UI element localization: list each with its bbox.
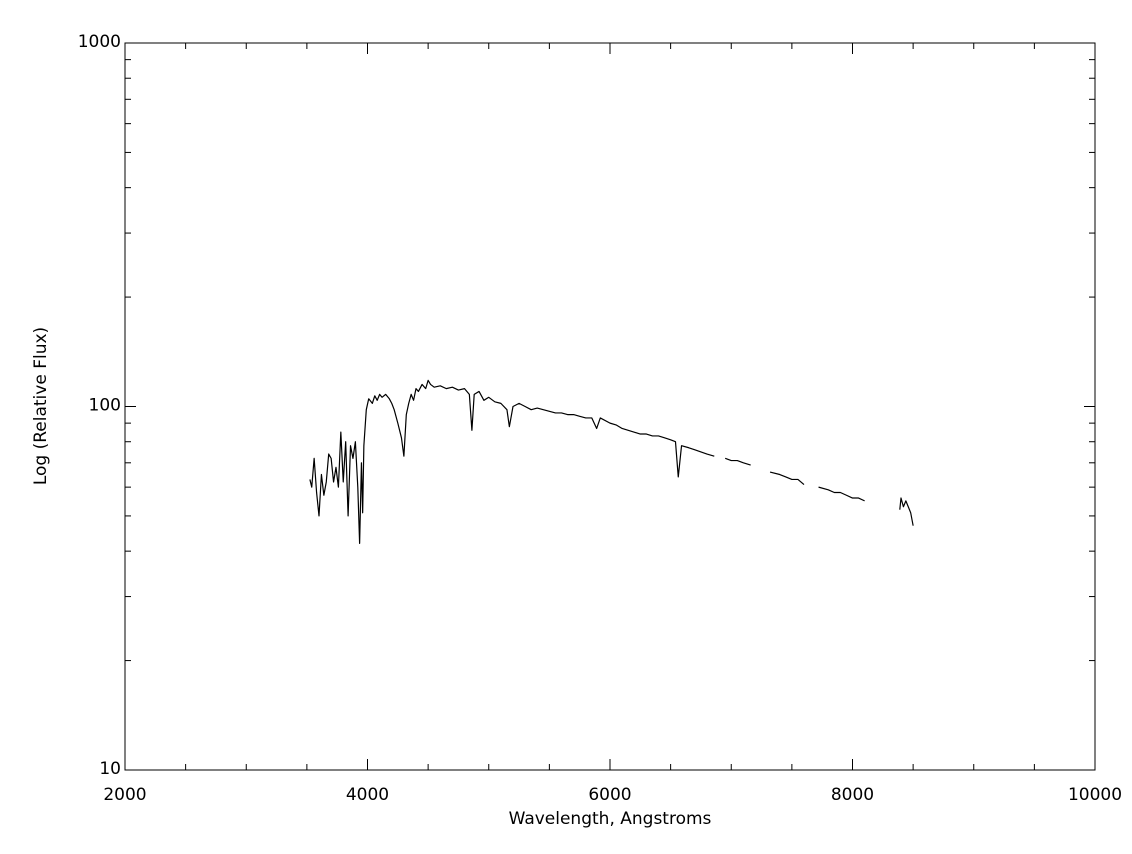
y-tick-label: 10 bbox=[99, 759, 121, 779]
x-tick-label: 8000 bbox=[831, 785, 874, 805]
x-tick-label: 6000 bbox=[588, 785, 631, 805]
y-tick-label: 100 bbox=[89, 396, 121, 416]
spectrum-line bbox=[309, 379, 914, 545]
x-tick-label: 10000 bbox=[1068, 785, 1122, 805]
plot-frame bbox=[124, 42, 1096, 771]
x-axis-title: Wavelength, Angstroms bbox=[509, 809, 712, 829]
x-tick-label: 4000 bbox=[346, 785, 389, 805]
x-tick-label: 2000 bbox=[103, 785, 146, 805]
y-axis-title: Log (Relative Flux) bbox=[31, 327, 51, 485]
y-tick-label: 1000 bbox=[78, 32, 121, 52]
